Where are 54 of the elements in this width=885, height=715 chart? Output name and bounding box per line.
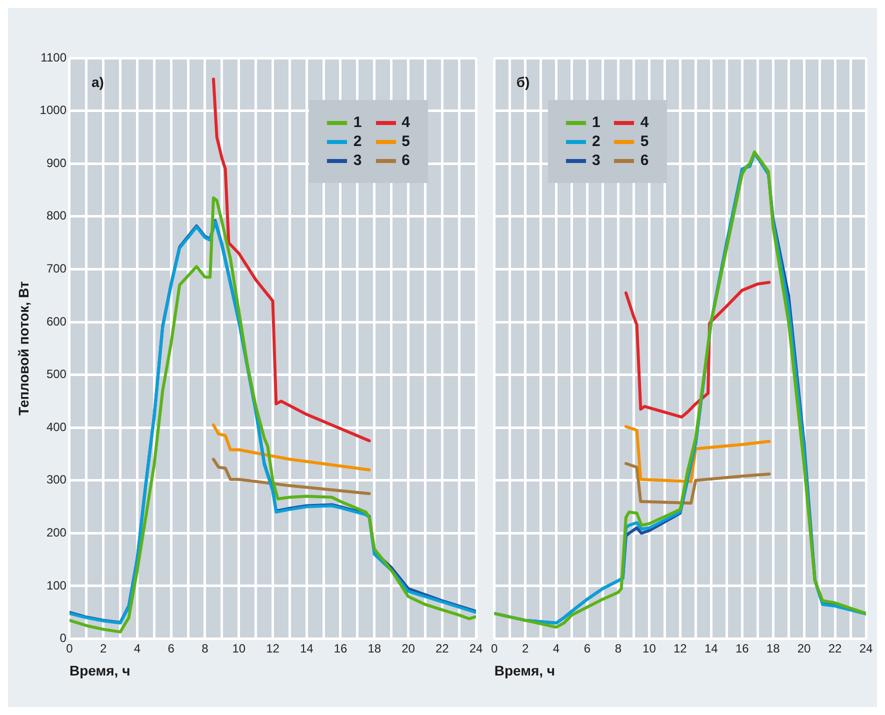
x-tick-label: 24 — [859, 641, 873, 656]
x-tick-label: 22 — [435, 641, 450, 656]
x-tick-label: 18 — [368, 641, 382, 656]
legend-label: 1 — [353, 114, 362, 131]
x-tick-label: 8 — [202, 641, 209, 656]
legend-label: 2 — [592, 133, 600, 150]
x-tick-label: 4 — [552, 641, 560, 656]
y-tick-label: 300 — [46, 472, 67, 487]
x-tick-label: 16 — [735, 641, 750, 656]
y-tick-label: 700 — [46, 262, 67, 276]
legend-label: 5 — [402, 133, 410, 150]
y-tick-label: 400 — [46, 420, 67, 434]
x-tick-label: 4 — [134, 641, 141, 656]
x-tick-label: 8 — [614, 641, 622, 656]
y-tick-label: 1100 — [40, 50, 67, 64]
x-tick-label: 0 — [490, 641, 498, 656]
legend-label: 5 — [640, 133, 649, 150]
y-tick-label: 800 — [46, 208, 67, 223]
y-axis-title: Тепловой поток, Вт — [15, 281, 32, 416]
x-tick-label: 22 — [828, 641, 842, 656]
x-tick-label: 18 — [766, 641, 780, 656]
x-tick-label: 10 — [232, 641, 246, 656]
x-tick-label: 14 — [300, 641, 314, 656]
y-tick-label: 0 — [60, 631, 67, 646]
y-tick-label: 500 — [46, 367, 67, 382]
legend-label: 6 — [402, 152, 410, 169]
y-tick-label: 1000 — [40, 103, 67, 118]
x-tick-label: 6 — [168, 641, 175, 656]
annotation: а) — [91, 74, 104, 90]
y-tick-label: 900 — [46, 156, 67, 170]
x-axis-title: Время, ч — [69, 662, 130, 678]
legend-label: 1 — [592, 114, 600, 131]
x-tick-label: 10 — [642, 641, 656, 656]
x-tick-label: 20 — [402, 641, 416, 656]
y-tick-label: 200 — [46, 526, 67, 540]
y-tick-label: 600 — [46, 314, 67, 328]
x-tick-label: 2 — [522, 641, 529, 656]
x-tick-label: 14 — [704, 641, 718, 656]
x-tick-label: 16 — [334, 641, 348, 656]
legend-label: 3 — [592, 152, 600, 169]
x-tick-label: 2 — [100, 641, 108, 656]
x-tick-label: 20 — [797, 641, 812, 656]
legend-label: 6 — [640, 152, 649, 169]
x-tick-label: 12 — [266, 641, 280, 656]
legend-label: 4 — [402, 114, 410, 131]
legend-label: 4 — [640, 114, 649, 131]
x-tick-label: 24 — [469, 641, 483, 656]
x-axis-title: Время, ч — [494, 662, 556, 678]
legend-label: 3 — [353, 152, 362, 169]
x-tick-label: 6 — [584, 641, 591, 656]
legend-label: 2 — [353, 133, 362, 150]
annotation: б) — [516, 74, 530, 90]
x-tick-label: 12 — [673, 641, 688, 656]
y-tick-label: 100 — [46, 578, 67, 592]
